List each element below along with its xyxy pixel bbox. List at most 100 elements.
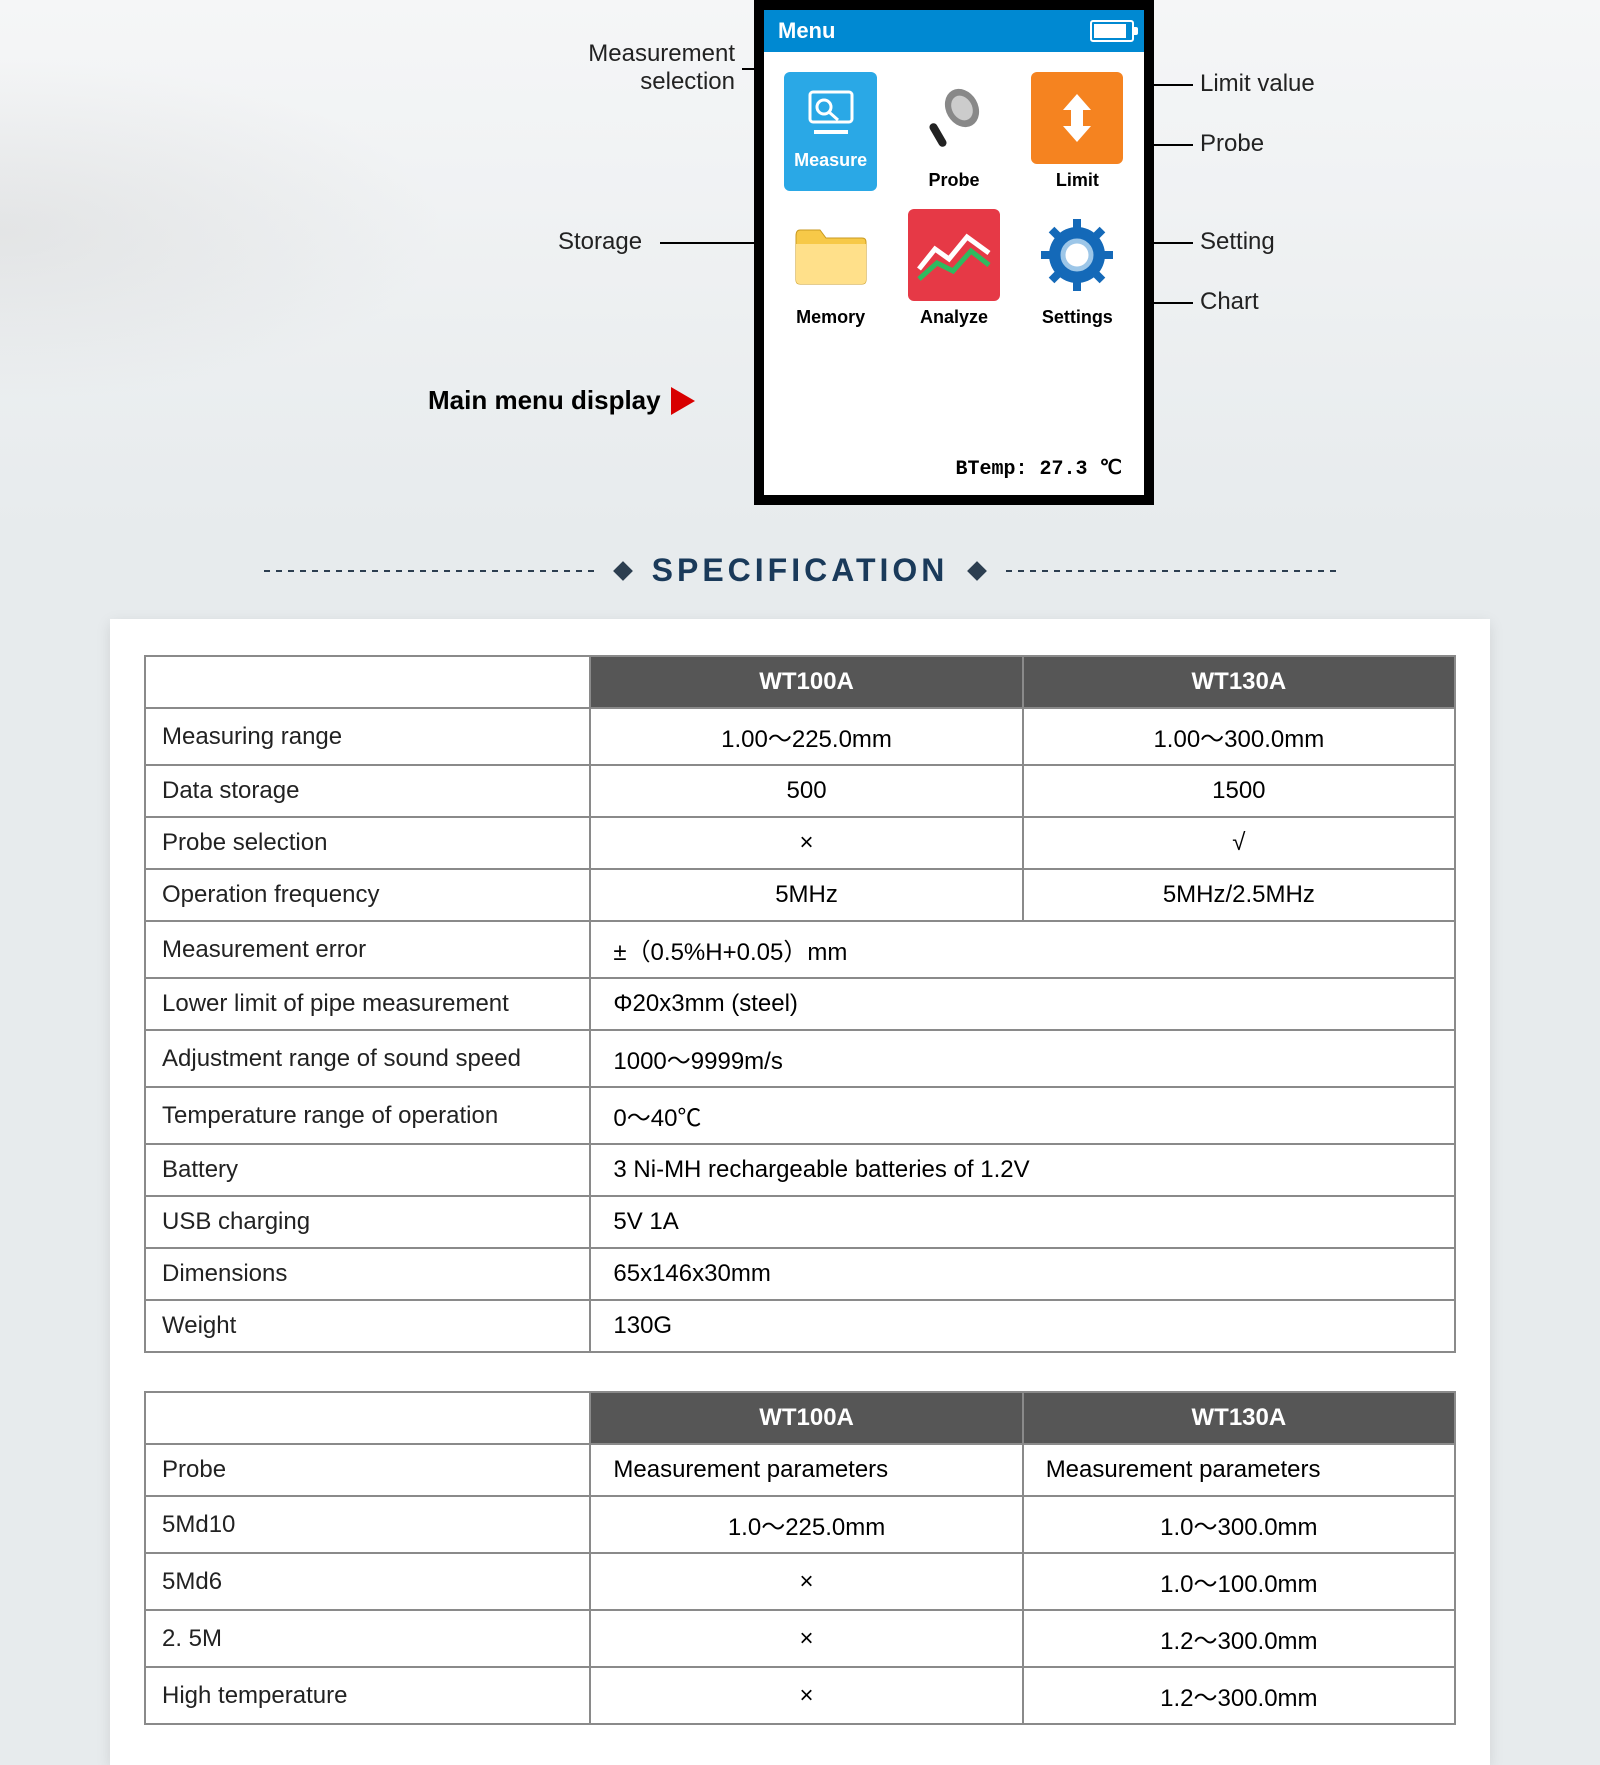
table-row: Operation frequency5MHz5MHz/2.5MHz — [145, 869, 1455, 921]
measure-icon — [804, 88, 858, 138]
table-row: Dimensions65x146x30mm — [145, 1248, 1455, 1300]
cell-value: Measurement parameters — [590, 1444, 1022, 1496]
callout-text: Measurement — [555, 40, 735, 68]
chart-icon — [915, 225, 993, 285]
table-row: Probe Measurement parameters Measurement… — [145, 1444, 1455, 1496]
cell-value: Measurement parameters — [1023, 1444, 1455, 1496]
cell-value: 0～40℃ — [590, 1087, 1455, 1144]
cell-value: 500 — [590, 765, 1022, 817]
cell-value: √ — [1023, 817, 1455, 869]
cell-label: Measurement error — [145, 921, 590, 978]
table-row: 5Md101.0～225.0mm1.0～300.0mm — [145, 1496, 1455, 1553]
cell-value: 1500 — [1023, 765, 1455, 817]
cell-label: Measuring range — [145, 708, 590, 765]
cell-label: High temperature — [145, 1667, 590, 1724]
table-row: Measuring range1.00～225.0mm1.00～300.0mm — [145, 708, 1455, 765]
cell-value: 1.00～300.0mm — [1023, 708, 1455, 765]
spec-table-probe: WT100A WT130A Probe Measurement paramete… — [144, 1391, 1456, 1725]
screen-header: Menu — [764, 10, 1144, 52]
cell-value: 3 Ni-MH rechargeable batteries of 1.2V — [590, 1144, 1455, 1196]
btemp-readout: BTemp: 27.3 ℃ — [956, 455, 1122, 481]
cell-label: Operation frequency — [145, 869, 590, 921]
table-row: USB charging5V 1A — [145, 1196, 1455, 1248]
cell-label: Weight — [145, 1300, 590, 1352]
callout-probe: Probe — [1200, 130, 1264, 158]
menu-item-analyze[interactable]: Analyze — [907, 209, 1000, 328]
cell-value: × — [590, 1553, 1022, 1610]
icon-grid: Measure Probe — [764, 52, 1144, 328]
battery-icon — [1090, 20, 1134, 42]
cell-value: 130G — [590, 1300, 1455, 1352]
table-row: Probe selection×√ — [145, 817, 1455, 869]
table-row: Lower limit of pipe measurementΦ20x3mm (… — [145, 978, 1455, 1030]
cell-value: × — [590, 1610, 1022, 1667]
blank-header — [145, 1392, 590, 1444]
diamond-icon — [613, 561, 633, 581]
cell-label: Temperature range of operation — [145, 1087, 590, 1144]
main-menu-display-label: Main menu display — [428, 385, 695, 416]
callout-measurement: Measurement selection — [555, 40, 735, 96]
diagram-section: Measurement selection Storage Limit valu… — [0, 0, 1600, 530]
cell-label: Data storage — [145, 765, 590, 817]
cell-label: Dimensions — [145, 1248, 590, 1300]
limit-icon — [1047, 88, 1107, 148]
table-row: Battery3 Ni-MH rechargeable batteries of… — [145, 1144, 1455, 1196]
folder-icon — [790, 220, 872, 290]
decorative-line — [264, 570, 594, 572]
cell-value: ±（0.5%H+0.05）mm — [590, 921, 1455, 978]
menu-title: Menu — [778, 18, 835, 44]
label-text: Main menu display — [428, 385, 661, 416]
spec-section: SPECIFICATION WT100A WT130A Measuring ra… — [0, 530, 1600, 1765]
cell-label: Battery — [145, 1144, 590, 1196]
table-row: Weight130G — [145, 1300, 1455, 1352]
cell-label: 5Md6 — [145, 1553, 590, 1610]
callout-setting: Setting — [1200, 228, 1275, 256]
table-row: 2. 5M×1.2～300.0mm — [145, 1610, 1455, 1667]
cell-value: 1.2～300.0mm — [1023, 1667, 1455, 1724]
cell-value: 1.2～300.0mm — [1023, 1610, 1455, 1667]
callout-storage: Storage — [558, 228, 642, 256]
menu-item-limit[interactable]: Limit — [1031, 72, 1124, 191]
decorative-wave — [0, 30, 520, 430]
diamond-icon — [967, 561, 987, 581]
table-row: Data storage5001500 — [145, 765, 1455, 817]
cell-value: 5MHz/2.5MHz — [1023, 869, 1455, 921]
cell-label: Adjustment range of sound speed — [145, 1030, 590, 1087]
cell-label: 2. 5M — [145, 1610, 590, 1667]
spec-title-bar: SPECIFICATION — [110, 552, 1490, 589]
decorative-line — [1006, 570, 1336, 572]
gear-icon — [1038, 216, 1116, 294]
cell-value: Φ20x3mm (steel) — [590, 978, 1455, 1030]
cell-value: × — [590, 817, 1022, 869]
cell-value: × — [590, 1667, 1022, 1724]
model-header: WT130A — [1023, 1392, 1455, 1444]
table-header-row: WT100A WT130A — [145, 656, 1455, 708]
menu-item-settings[interactable]: Settings — [1031, 209, 1124, 328]
table-row: High temperature×1.2～300.0mm — [145, 1667, 1455, 1724]
cell-label: 5Md10 — [145, 1496, 590, 1553]
callout-chart: Chart — [1200, 288, 1259, 316]
cell-label: USB charging — [145, 1196, 590, 1248]
cell-value: 5MHz — [590, 869, 1022, 921]
cell-value: 1000～9999m/s — [590, 1030, 1455, 1087]
menu-item-memory[interactable]: Memory — [784, 209, 877, 328]
table-row: Measurement error±（0.5%H+0.05）mm — [145, 921, 1455, 978]
red-arrow-icon — [671, 387, 695, 415]
cell-label: Probe — [145, 1444, 590, 1496]
cell-value: 1.0～300.0mm — [1023, 1496, 1455, 1553]
icon-label: Settings — [1042, 307, 1113, 328]
cell-value: 5V 1A — [590, 1196, 1455, 1248]
menu-item-measure[interactable]: Measure — [784, 72, 877, 191]
menu-item-probe[interactable]: Probe — [907, 72, 1000, 191]
table-row: Temperature range of operation0～40℃ — [145, 1087, 1455, 1144]
icon-label: Measure — [794, 150, 867, 171]
cell-value: 1.0～100.0mm — [1023, 1553, 1455, 1610]
blank-header — [145, 656, 590, 708]
table-row: Adjustment range of sound speed1000～9999… — [145, 1030, 1455, 1087]
cell-label: Probe selection — [145, 817, 590, 869]
model-header: WT100A — [590, 1392, 1022, 1444]
tables-panel: WT100A WT130A Measuring range1.00～225.0m… — [110, 619, 1490, 1765]
cell-value: 65x146x30mm — [590, 1248, 1455, 1300]
model-header: WT100A — [590, 656, 1022, 708]
cell-value: 1.0～225.0mm — [590, 1496, 1022, 1553]
